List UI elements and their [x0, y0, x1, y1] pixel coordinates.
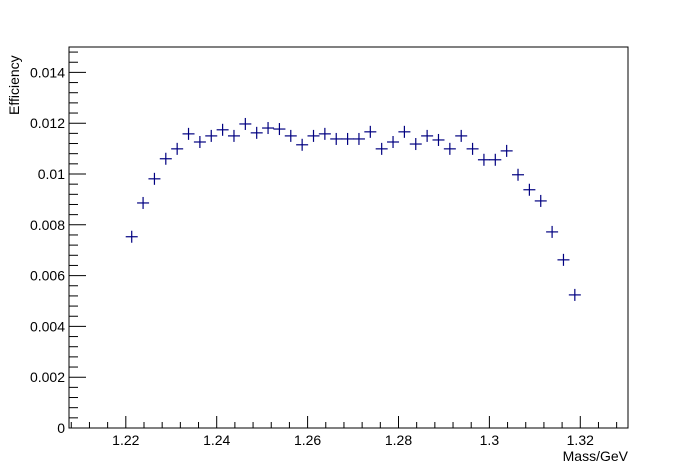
data-point [432, 133, 445, 146]
data-point [318, 127, 331, 140]
data-point [148, 172, 161, 185]
y-tick-label: 0.01 [38, 166, 65, 182]
data-point [364, 125, 377, 138]
data-point [159, 152, 172, 165]
data-point [375, 142, 388, 155]
data-point [239, 117, 252, 130]
x-axis-tick-labels: 1.22 1.24 1.26 1.28 1.3 1.32 [112, 432, 594, 448]
data-point [125, 230, 138, 243]
data-point [307, 129, 320, 142]
x-tick-label: 1.32 [567, 432, 594, 448]
x-tick-label: 1.3 [480, 432, 500, 448]
y-tick-label: 0.012 [30, 115, 65, 131]
data-point [409, 138, 422, 151]
x-tick-label: 1.28 [385, 432, 412, 448]
x-tick-label: 1.24 [203, 432, 230, 448]
data-point [466, 142, 479, 155]
data-point [500, 144, 513, 157]
y-tick-label: 0 [57, 420, 65, 436]
data-point [330, 132, 343, 145]
data-point [171, 142, 184, 155]
data-point [421, 129, 434, 142]
data-point [137, 196, 150, 209]
data-point [489, 153, 502, 166]
x-tick-label: 1.22 [112, 432, 139, 448]
data-point [182, 127, 195, 140]
y-tick-label: 0.008 [30, 217, 65, 233]
data-point [216, 123, 229, 136]
x-axis-title: Mass/GeV [563, 448, 629, 464]
plot-frame [68, 46, 629, 429]
y-tick-label: 0.014 [30, 64, 65, 80]
y-tick-label: 0.002 [30, 369, 65, 385]
data-point [512, 168, 525, 181]
data-point [455, 129, 468, 142]
data-point [193, 135, 206, 148]
data-point [227, 129, 240, 142]
y-tick-label: 0.004 [30, 318, 65, 334]
data-point [205, 129, 218, 142]
data-point [568, 288, 581, 301]
y-axis-title: Efficiency [6, 55, 22, 115]
data-point [284, 129, 297, 142]
y-axis-ticks [69, 51, 86, 429]
data-point [546, 225, 559, 238]
data-point [296, 138, 309, 151]
x-axis-ticks [70, 416, 618, 428]
y-tick-label: 0.006 [30, 268, 65, 284]
data-point [443, 142, 456, 155]
data-point [523, 183, 536, 196]
data-point [273, 123, 286, 136]
data-point [534, 194, 547, 207]
data-point [250, 126, 263, 139]
x-tick-label: 1.26 [294, 432, 321, 448]
data-point [557, 253, 570, 266]
data-point [262, 122, 275, 135]
data-point [341, 132, 354, 145]
y-axis-tick-labels: 0 0.002 0.004 0.006 0.008 0.01 0.012 0.014 [30, 64, 65, 436]
data-point [477, 153, 490, 166]
data-point [387, 135, 400, 148]
data-point [398, 125, 411, 138]
data-series [125, 117, 581, 301]
data-point [352, 132, 365, 145]
